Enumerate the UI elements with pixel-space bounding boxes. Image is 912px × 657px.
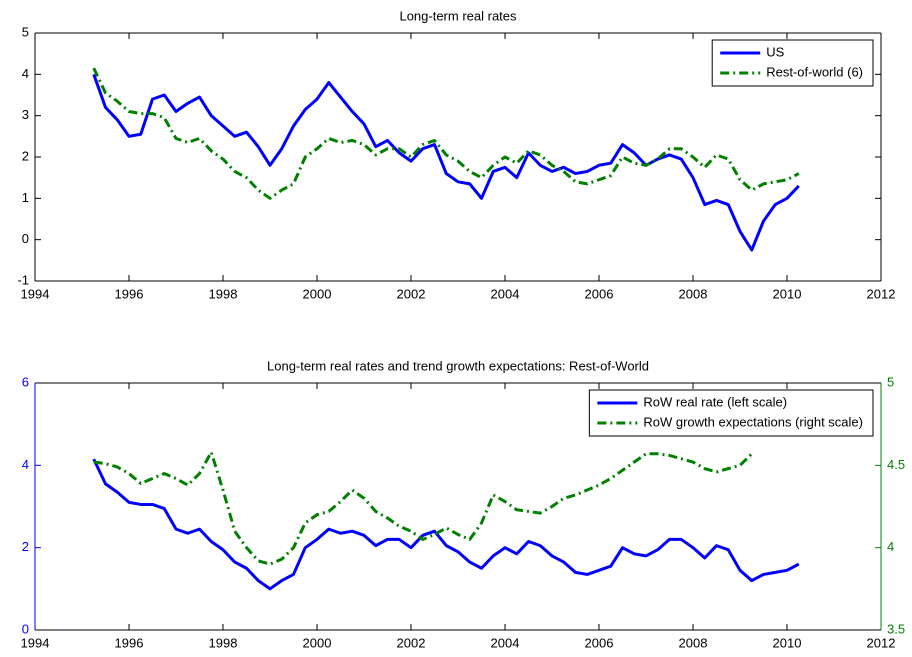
x-tick-label: 1996 (115, 635, 144, 650)
legend-label: RoW growth expectations (right scale) (643, 414, 863, 429)
y2-tick-label: 4 (887, 539, 894, 554)
x-tick-label: 1998 (209, 286, 238, 301)
legend-label: US (766, 44, 784, 59)
y-tick-label: 1 (22, 190, 29, 205)
x-tick-label: 2010 (773, 635, 802, 650)
legend-box (588, 389, 874, 437)
x-tick-label: 1996 (115, 286, 144, 301)
x-tick-label: 2008 (679, 635, 708, 650)
y2-tick-label: 4.5 (887, 457, 905, 472)
y-tick-label: 2 (22, 539, 29, 554)
y-tick-label: 0 (22, 621, 29, 636)
chart-title: Long-term real rates and trend growth ex… (267, 358, 649, 373)
x-tick-label: 2006 (585, 635, 614, 650)
x-tick-label: 2002 (397, 635, 426, 650)
x-tick-label: 2004 (491, 635, 520, 650)
y-tick-label: 4 (22, 457, 29, 472)
x-tick-label: 1998 (209, 635, 238, 650)
x-tick-label: 2000 (303, 286, 332, 301)
series-line (92, 73, 800, 252)
legend: RoW real rate (left scale) RoW growth exp… (588, 389, 874, 437)
x-tick-label: 1994 (21, 286, 50, 301)
series-line (92, 458, 800, 591)
y-tick-label: -1 (17, 272, 29, 287)
y-tick-label: 6 (22, 374, 29, 389)
x-tick-label: 1994 (21, 635, 50, 650)
series-line (92, 67, 800, 200)
x-tick-label: 2010 (773, 286, 802, 301)
x-tick-label: 2004 (491, 286, 520, 301)
legend-box (711, 39, 874, 87)
chart-title: Long-term real rates (399, 8, 517, 23)
x-tick-label: 2006 (585, 286, 614, 301)
legend-label: Rest-of-world (6) (766, 64, 863, 79)
legend: US Rest-of-world (6) (711, 39, 874, 87)
x-tick-label: 2000 (303, 635, 332, 650)
x-tick-label: 2008 (679, 286, 708, 301)
y-tick-label: 0 (22, 231, 29, 246)
y2-tick-label: 5 (887, 374, 894, 389)
y-tick-label: 2 (22, 148, 29, 163)
y-tick-label: 4 (22, 66, 29, 81)
series-line (93, 450, 753, 566)
x-tick-label: 2002 (397, 286, 426, 301)
y-tick-label: 5 (22, 24, 29, 39)
x-tick-label: 2012 (867, 635, 896, 650)
x-tick-label: 2012 (867, 286, 896, 301)
y-tick-label: 3 (22, 107, 29, 122)
legend-label: RoW real rate (left scale) (643, 394, 787, 409)
y2-tick-label: 3.5 (887, 621, 905, 636)
